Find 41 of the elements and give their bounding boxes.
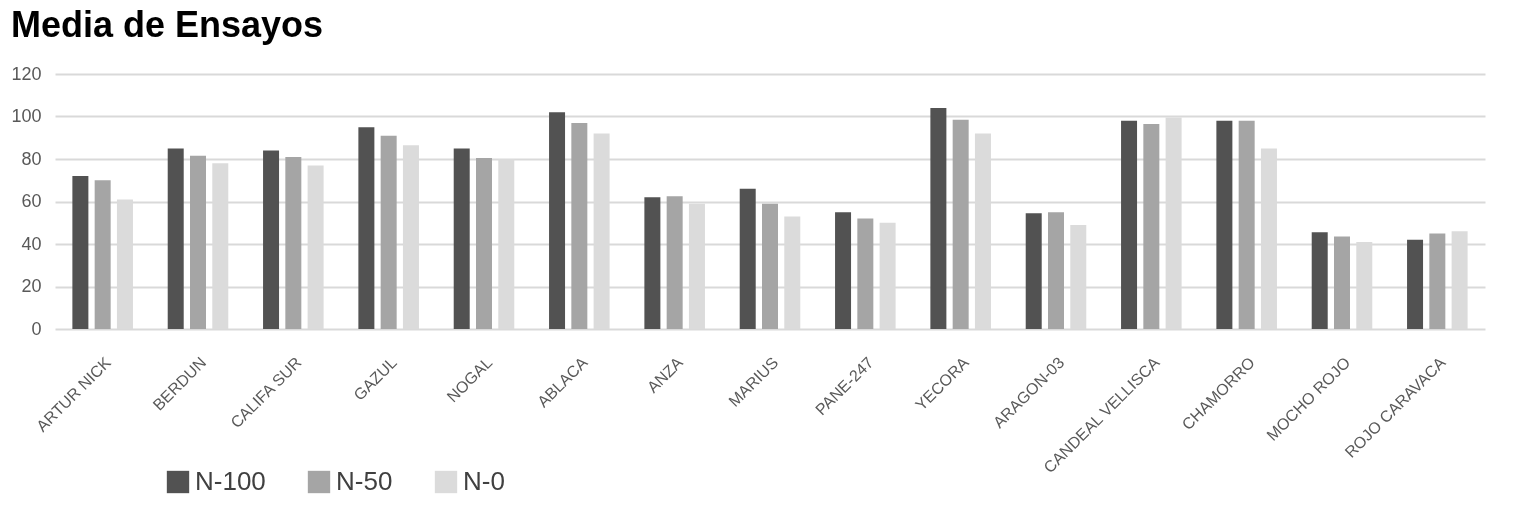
y-tick-label: 0: [31, 318, 42, 339]
bar: [666, 196, 683, 329]
legend-label: N-100: [195, 466, 266, 496]
bar: [380, 135, 397, 329]
bar: [72, 176, 89, 329]
bar: [285, 156, 302, 329]
y-tick-label: 60: [21, 191, 42, 211]
bar: [644, 197, 661, 329]
bar: [930, 108, 947, 329]
bar: [1216, 120, 1233, 329]
bar: [358, 127, 375, 329]
bar: [1407, 239, 1424, 329]
bar: [1334, 236, 1350, 329]
bar: [1143, 123, 1160, 329]
bar: [835, 212, 852, 329]
bar: [952, 119, 969, 329]
bar: [1429, 233, 1446, 329]
y-tick-label: 100: [11, 106, 42, 126]
bar: [571, 122, 588, 329]
legend-label: N-50: [336, 466, 393, 496]
bar: [739, 188, 756, 329]
bar: [1025, 213, 1042, 329]
bar: [1121, 120, 1138, 329]
bar: [453, 148, 470, 329]
bar: [857, 218, 874, 329]
bar: [1048, 212, 1064, 329]
y-tick-label: 120: [11, 63, 42, 84]
y-tick-label: 40: [21, 233, 42, 254]
bar: [1311, 232, 1328, 329]
chart-title: Media de Ensayos: [10, 4, 324, 45]
bar: [263, 150, 280, 329]
y-tick-label: 80: [21, 148, 42, 169]
y-tick-label: 20: [21, 276, 42, 296]
bar: [190, 155, 206, 329]
bar: [1238, 120, 1255, 329]
bar: [762, 203, 778, 329]
bar: [549, 112, 566, 329]
bar: [167, 148, 184, 329]
bar: [476, 157, 492, 329]
bar: [94, 180, 111, 329]
legend-label: N-0: [463, 466, 505, 496]
